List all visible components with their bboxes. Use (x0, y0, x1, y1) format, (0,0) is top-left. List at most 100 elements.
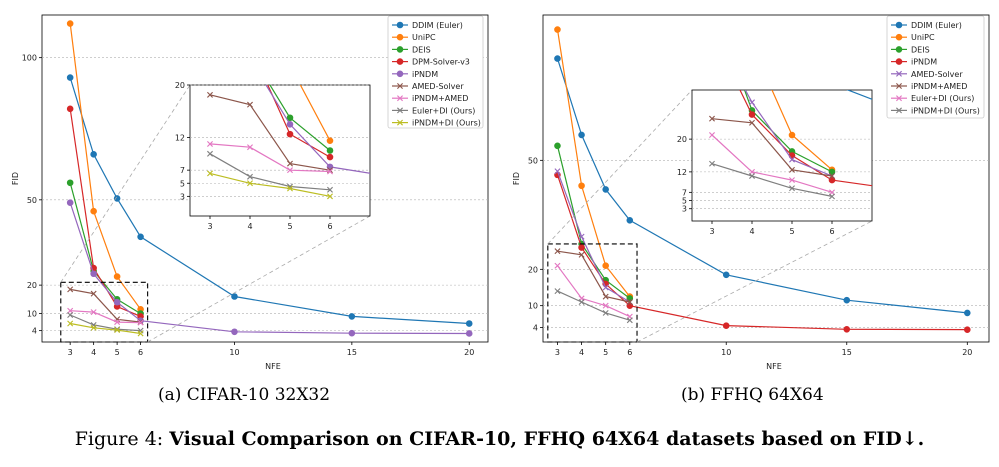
figure-caption-text: Visual Comparison on CIFAR-10, FFHQ 64X6… (169, 428, 925, 450)
chart-b-legend-item-deis-label: DEIS (911, 45, 930, 54)
chart-a-inset-series-unipc-point (326, 137, 334, 144)
chart-b-series-ipndm-amed-point (602, 293, 609, 300)
chart-b-inset-series-ipndm-amed-point (789, 166, 795, 173)
chart-b-series-ipndm-di-ours-point (578, 299, 585, 306)
chart-b-inset-series-deis-point (709, 0, 715, 3)
chart-a-x-tick-label: 10 (229, 348, 239, 357)
chart-b-legend-item-euler-di-ours-marker (896, 95, 902, 102)
chart-b-legend-item-deis-marker (895, 46, 903, 53)
chart-b-series-ddim-euler-point (964, 309, 971, 317)
chart-a-series-ipndm-amed-line (70, 310, 141, 324)
chart-a-series-amed-solver-point (90, 290, 97, 297)
chart-b-legend-item-ipndm-marker (895, 58, 903, 65)
chart-b-y-axis-label: FID (512, 172, 521, 185)
chart-b-inset-series-unipc-point (788, 131, 796, 139)
chart-a-series-deis-point (66, 179, 74, 187)
chart-b-series-euler-di-ours-point (554, 262, 561, 269)
chart-a-inset-series-ipndm-di-ours-point (247, 180, 253, 187)
chart-b-series-ipndm-amed-point (626, 299, 633, 306)
chart-a-zoom-box (60, 281, 149, 343)
chart-b-inset-series-ipndm-amed-point (709, 115, 715, 122)
chart-b-legend-item-ddim-euler-marker (895, 21, 903, 29)
chart-a-series-unipc-point (66, 20, 74, 27)
chart-a-series-ipndm-di-ours-point (114, 327, 121, 334)
chart-a-series-amed-solver-line (70, 288, 141, 323)
chart-b-series-ipndm-amed-point (578, 251, 585, 258)
chart-b-inset-series-deis-point (828, 168, 836, 176)
chart-b-inset-series-amed-solver-line (744, 90, 833, 177)
chart-b-inset-series-amed-solver-point (789, 156, 795, 163)
chart-a-y-axis-label: FID (11, 172, 20, 185)
chart-a-legend-item-ddim-euler-label: DDIM (Euler) (412, 21, 463, 30)
chart-b-series-ddim-euler-point (843, 296, 851, 304)
chart-b-series-euler-di-ours-line (557, 265, 631, 318)
chart-a-series-ddim-euler-point (113, 195, 121, 202)
chart-b-series-ddim-euler-point (554, 55, 561, 62)
chart-b-legend-item-unipc-marker (895, 33, 903, 41)
chart-a-legend-item-ipndm-di-ours-label: iPNDM+DI (Ours) (412, 119, 481, 128)
chart-b-inset-x-tick-label: 6 (829, 227, 834, 236)
chart-a-inset: 3 5 7 12 20 3 4 5 6 (175, 81, 371, 231)
chart-a-x-tick-label: 20 (464, 348, 474, 357)
chart-a-inset-y-tick-label: 3 (180, 192, 185, 201)
chart-a-y-tick-label: 10 (27, 310, 37, 319)
chart-a-inset-y-tick-label: 12 (175, 133, 185, 142)
chart-b-inset-series-ipndm-point (828, 176, 836, 184)
chart-b-series-ipndm-amed-point (554, 248, 561, 255)
chart-a-legend-item-ipndm-marker (396, 70, 404, 78)
chart-a-inset-x-tick-label: 4 (247, 222, 252, 231)
chart-a-zoom-connector (60, 84, 191, 283)
chart-b-inset-series-amed-solver-point (749, 99, 755, 106)
chart-b-series-deis-point (626, 295, 634, 302)
chart-a-legend-item-euler-di-ours-label: Euler+DI (Ours) (412, 106, 475, 115)
figure-caption: Figure 4: Visual Comparison on CIFAR-10,… (0, 428, 999, 450)
chart-a-series-ipndm-amed-point (137, 319, 144, 326)
chart-b-series-amed-solver-line (556, 170, 631, 303)
chart-b-zoom-connector (636, 220, 873, 343)
chart-b-x-tick-label: 10 (721, 348, 731, 357)
chart-a-inset-series-ipndm-di-ours-point (327, 193, 333, 200)
chart-a-series-unipc-line (69, 23, 142, 310)
chart-a-x-tick-label: 6 (138, 348, 143, 357)
chart-a-series-dpm-solver-v3-point (66, 105, 74, 113)
chart-b-series-ipndm-point (626, 302, 634, 309)
chart-b-inset-series-unipc-line (771, 90, 833, 171)
chart-a-inset-series-ipndm-amed-line (209, 143, 331, 173)
chart-a-legend-item-ipndm-di-ours-marker (397, 119, 403, 126)
chart-b-legend-item-ipndm-amed-marker (896, 83, 902, 89)
chart-b-legend-item-ipndm-amed-label: iPNDM+AMED (911, 82, 967, 91)
chart-a-inset-series-ipndm-point (286, 121, 294, 128)
chart-b-series-amed-solver-point (602, 284, 609, 291)
chart-b-inset-series-euler-di-ours-point (709, 132, 715, 139)
chart-b-inset-series-ipndm-point (748, 111, 756, 118)
chart-b-inset-series-ipndm-di-ours-point (709, 160, 715, 167)
chart-b-inset-series-ipndm-amed-line (711, 118, 833, 177)
chart-a-legend-item-deis-marker (396, 46, 404, 53)
chart-b-x-axis-label: NFE (766, 362, 782, 371)
chart-a-legend-item-ipndm-amed-label: iPNDM+AMED (412, 94, 468, 103)
chart-a-series-ddim-euler-point (137, 233, 144, 241)
chart-a-inset-series-deis-line (269, 85, 331, 151)
chart-a-inset-series-unipc-line (299, 85, 331, 141)
chart-a-y-tick-label: 100 (22, 54, 37, 63)
chart-a-inset-series-euler-di-ours-point (327, 186, 333, 193)
chart-b-inset-series-ddim-euler-line (846, 90, 872, 100)
chart-a-inset-x-tick-label: 6 (327, 222, 332, 231)
chart-b-y-tick-label: 20 (528, 265, 538, 274)
chart-a-series-ipndm-amed-point (67, 307, 74, 314)
chart-a-legend-item-amed-solver-label: AMED-Solver (412, 82, 464, 91)
chart-b-inset-series-ipndm-amed-point (749, 119, 755, 126)
chart-b-legend-item-ipndm-di-ours-marker (896, 107, 902, 114)
chart-b-zoom-box (547, 243, 638, 343)
chart-a-inset-series-ipndm-amed-point (207, 140, 213, 147)
chart-a-series-ddim-euler-point (90, 151, 97, 158)
chart-b-inset-series-ipndm-di-ours-point (749, 172, 755, 179)
chart-a-y-tick-label: 20 (27, 281, 37, 290)
chart-b-series-euler-di-ours-point (602, 302, 609, 309)
chart-a-series-euler-di-ours-point (67, 311, 74, 318)
chart-a-inset-y-tick-label: 7 (180, 166, 185, 175)
chart-a-inset-series-ipndm-di-ours-point (287, 185, 293, 192)
